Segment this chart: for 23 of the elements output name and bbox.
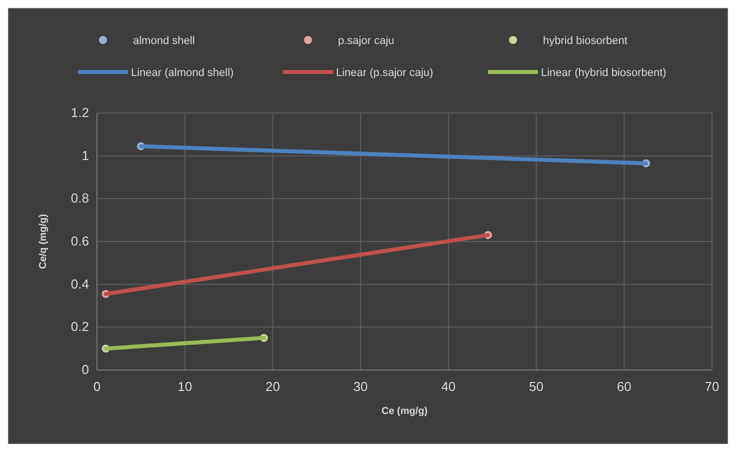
- legend-label: almond shell: [133, 35, 195, 47]
- x-tick-label: 20: [265, 379, 280, 394]
- x-tick-label: 10: [178, 379, 192, 394]
- y-tick-label: 1.2: [70, 105, 89, 120]
- legend-label: p.sajor caju: [338, 35, 394, 47]
- y-tick-label: 0.6: [70, 234, 89, 248]
- x-tick-label: 60: [616, 379, 632, 394]
- x-tick-label: 40: [441, 379, 456, 394]
- x-tick-label: 70: [704, 379, 720, 394]
- x-tick-label: 0: [93, 379, 101, 394]
- legend-label: hybrid biosorbent: [543, 35, 628, 47]
- x-axis-title: Ce (mg/g): [381, 406, 428, 417]
- x-tick-label: 50: [529, 379, 544, 394]
- x-tick-label: 30: [353, 379, 368, 394]
- y-tick-label: 0.8: [70, 190, 89, 206]
- y-axis-title: Ce/q (mg/g): [38, 214, 49, 269]
- y-tick-label: 0.2: [70, 319, 89, 334]
- legend-label: Linear (almond shell): [131, 67, 234, 79]
- y-tick-label: 0: [82, 362, 89, 377]
- legend-label: Linear (p.sajor caju): [336, 67, 434, 79]
- y-tick-label: 0.4: [70, 276, 89, 292]
- y-tick-label: 1: [82, 148, 89, 163]
- legend-label: Linear (hybrid biosorbent): [541, 67, 666, 79]
